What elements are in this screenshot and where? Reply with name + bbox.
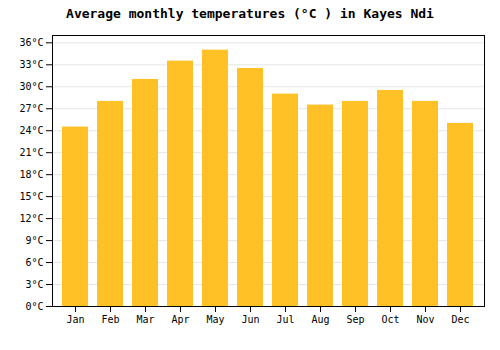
svg-text:3°C: 3°C — [25, 279, 43, 290]
svg-text:Jul: Jul — [276, 314, 294, 325]
svg-text:12°C: 12°C — [19, 213, 43, 224]
svg-text:33°C: 33°C — [19, 59, 43, 70]
svg-text:Apr: Apr — [171, 314, 189, 325]
html-text:Average monthly temperatures (: Average monthly temperatures (°C ) in Ka… — [66, 6, 434, 21]
svg-text:Jun: Jun — [241, 314, 259, 325]
svg-text:9°C: 9°C — [25, 235, 43, 246]
svg-text:6°C: 6°C — [25, 257, 43, 268]
svg-text:Sep: Sep — [346, 314, 364, 325]
svg-text:Dec: Dec — [451, 314, 469, 325]
svg-text:Oct: Oct — [381, 314, 399, 325]
svg-text:27°C: 27°C — [19, 103, 43, 114]
svg-text:0°C: 0°C — [25, 301, 43, 312]
svg-text:Nov: Nov — [416, 314, 434, 325]
svg-text:Aug: Aug — [311, 314, 329, 325]
svg-text:Feb: Feb — [101, 314, 119, 325]
svg-text:15°C: 15°C — [19, 191, 43, 202]
svg-text:Jan: Jan — [66, 314, 84, 325]
svg-text:30°C: 30°C — [19, 81, 43, 92]
svg-text:36°C: 36°C — [19, 37, 43, 48]
svg-text:May: May — [206, 314, 224, 325]
svg-text:18°C: 18°C — [19, 169, 43, 180]
svg-text:Mar: Mar — [136, 314, 154, 325]
svg-text:24°C: 24°C — [19, 125, 43, 136]
svg-text:21°C: 21°C — [19, 147, 43, 158]
